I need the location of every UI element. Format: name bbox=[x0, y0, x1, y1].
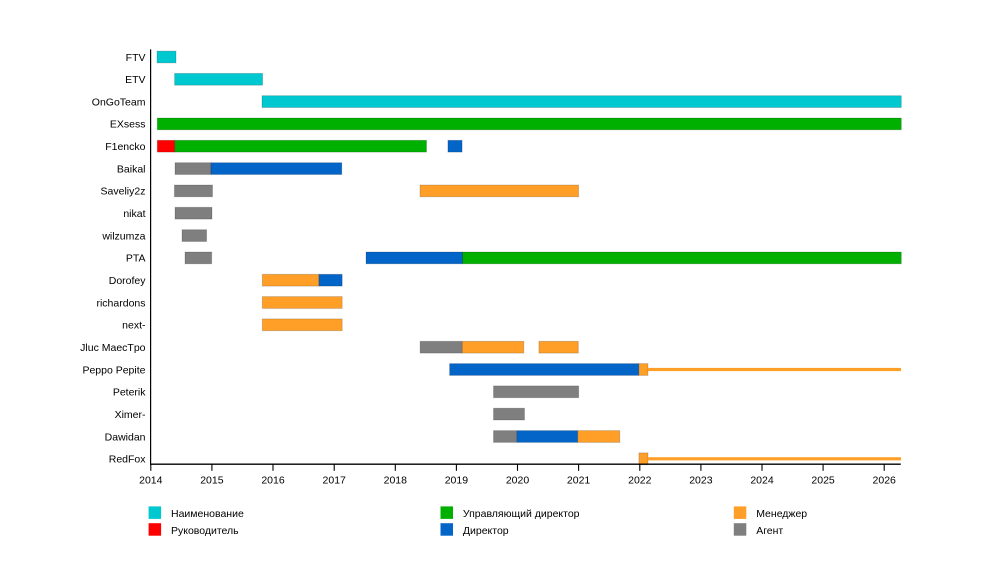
svg-text:2020: 2020 bbox=[506, 475, 530, 487]
svg-text:Saveliy2z: Saveliy2z bbox=[101, 186, 146, 198]
svg-text:Менеджер: Менеджер bbox=[756, 508, 807, 520]
svg-text:F1encko: F1encko bbox=[105, 141, 145, 153]
svg-text:Управляющий директор: Управляющий директор bbox=[463, 508, 580, 520]
svg-text:nikat: nikat bbox=[123, 208, 145, 220]
svg-text:Baikal: Baikal bbox=[117, 163, 146, 175]
svg-text:next-: next- bbox=[122, 320, 146, 332]
svg-text:2021: 2021 bbox=[567, 475, 591, 487]
svg-text:2015: 2015 bbox=[200, 475, 224, 487]
svg-text:Агент: Агент bbox=[756, 525, 783, 537]
svg-text:RedFox: RedFox bbox=[109, 454, 147, 466]
svg-text:2014: 2014 bbox=[139, 475, 163, 487]
svg-text:2023: 2023 bbox=[689, 475, 713, 487]
svg-text:2019: 2019 bbox=[445, 475, 469, 487]
svg-text:2018: 2018 bbox=[384, 475, 408, 487]
svg-text:2025: 2025 bbox=[811, 475, 835, 487]
svg-text:Наименование: Наименование bbox=[171, 508, 244, 520]
svg-text:Peterik: Peterik bbox=[113, 387, 146, 399]
svg-text:2024: 2024 bbox=[750, 475, 774, 487]
svg-text:Dawidan: Dawidan bbox=[105, 431, 146, 443]
svg-text:Ximer-: Ximer- bbox=[115, 409, 146, 421]
svg-text:2022: 2022 bbox=[628, 475, 652, 487]
svg-text:richardons: richardons bbox=[96, 297, 145, 309]
svg-text:wilzumza: wilzumza bbox=[101, 230, 145, 242]
svg-text:PTA: PTA bbox=[126, 253, 146, 265]
svg-text:Директор: Директор bbox=[463, 525, 509, 537]
svg-text:2016: 2016 bbox=[261, 475, 285, 487]
svg-text:Peppo Pepite: Peppo Pepite bbox=[82, 364, 145, 376]
svg-text:Dorofey: Dorofey bbox=[109, 275, 147, 287]
svg-text:OnGoTeam: OnGoTeam bbox=[92, 96, 146, 108]
svg-text:Jluc MaecTpo: Jluc MaecTpo bbox=[80, 342, 146, 354]
svg-text:EXsess: EXsess bbox=[110, 119, 146, 131]
svg-text:FTV: FTV bbox=[126, 52, 146, 64]
svg-text:2017: 2017 bbox=[323, 475, 347, 487]
svg-text:ETV: ETV bbox=[125, 74, 145, 86]
svg-text:Руководитель: Руководитель bbox=[171, 525, 239, 537]
svg-text:2026: 2026 bbox=[873, 475, 897, 487]
